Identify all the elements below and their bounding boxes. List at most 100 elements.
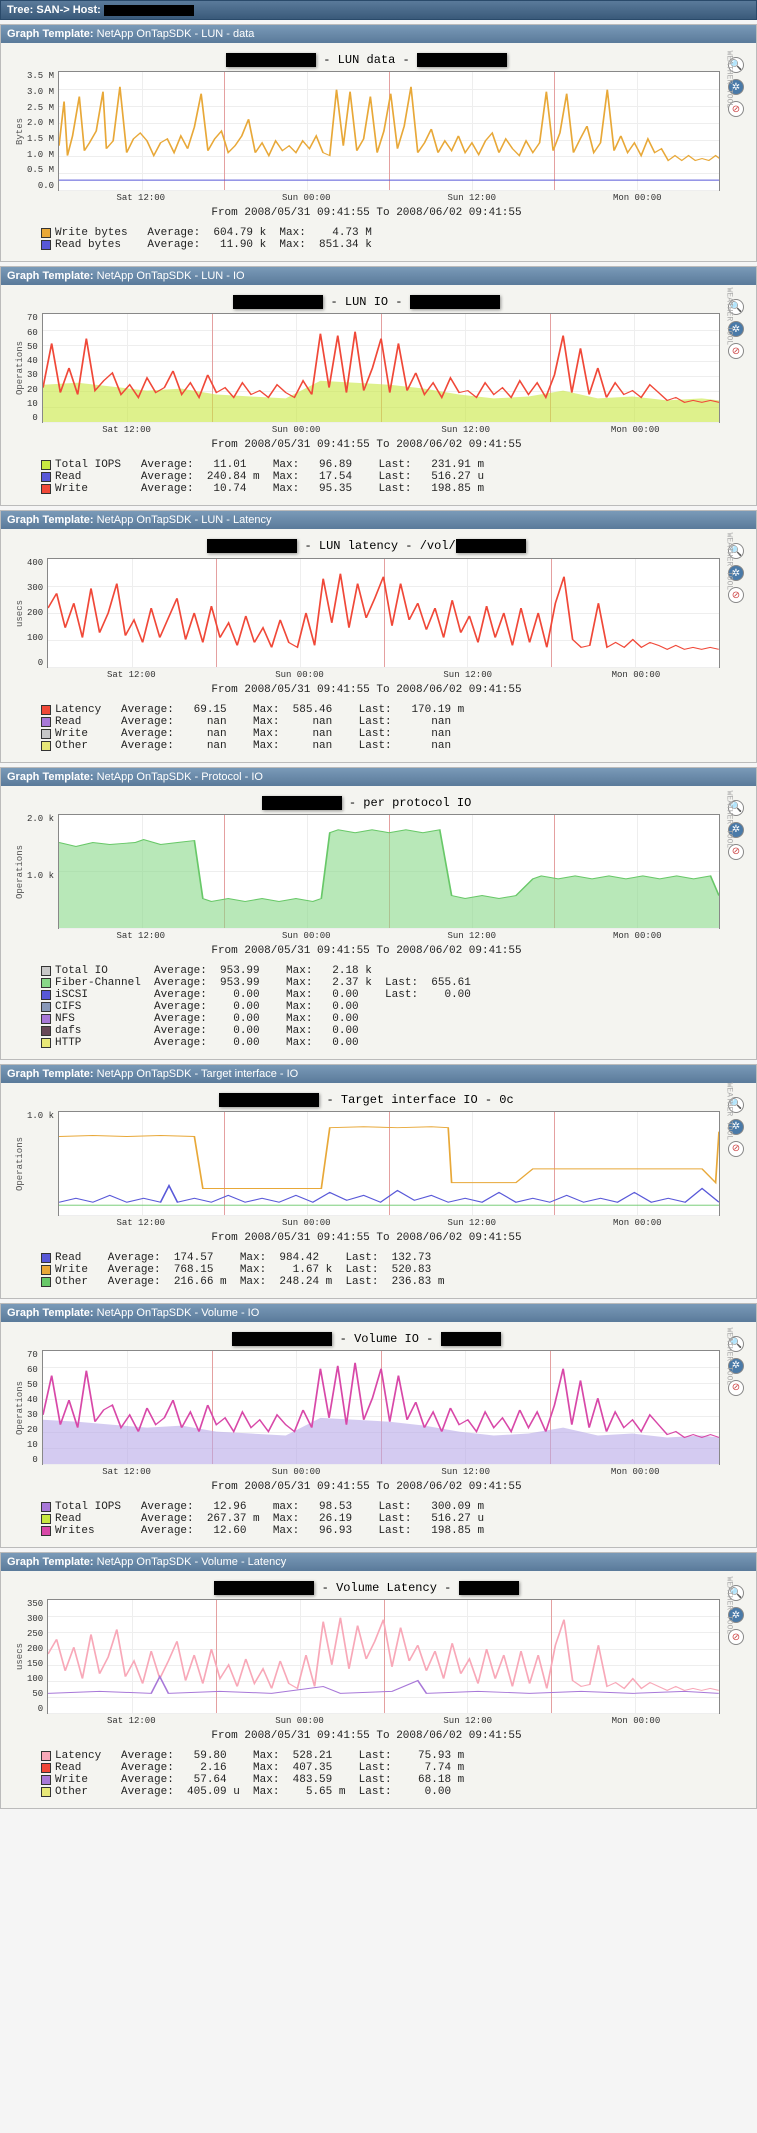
chart-plot (58, 814, 720, 929)
legend-row: Fiber-Channel Average: 953.99 Max: 2.37 … (41, 977, 720, 989)
time-range-label: From 2008/05/31 09:41:55 To 2008/06/02 0… (13, 945, 720, 957)
rrdtool-watermark: WEATHER TOOL (725, 1327, 734, 1385)
graph-panel: Graph Template: NetApp OnTapSDK - LUN - … (0, 510, 757, 762)
legend-swatch (41, 1026, 51, 1036)
legend-row: NFS Average: 0.00 Max: 0.00 (41, 1013, 720, 1025)
graph-body: - Target interface IO - 0cOperations1.0 … (1, 1083, 756, 1298)
legend-row: Write Average: nan Max: nan Last: nan (41, 728, 720, 740)
chart-plot (47, 558, 720, 668)
chart-plot (58, 71, 720, 191)
legend-swatch (41, 1502, 51, 1512)
graph-panel: Graph Template: NetApp OnTapSDK - Target… (0, 1064, 757, 1299)
legend-swatch (41, 1775, 51, 1785)
rrdtool-watermark: WEATHER TOOL (725, 1576, 734, 1634)
legend-text: Latency Average: 69.15 Max: 585.46 Last:… (55, 704, 464, 716)
legend-swatch (41, 729, 51, 739)
chart-title: - per protocol IO (13, 796, 720, 810)
legend-row: Read Average: 240.84 m Max: 17.54 Last: … (41, 471, 720, 483)
legend-row: dafs Average: 0.00 Max: 0.00 (41, 1025, 720, 1037)
x-axis-ticks: Sat 12:00Sun 00:00Sun 12:00Mon 00:00 (58, 1216, 720, 1228)
tree-path-host: Host: (73, 4, 101, 16)
legend-text: iSCSI Average: 0.00 Max: 0.00 Last: 0.00 (55, 989, 471, 1001)
legend-swatch (41, 1253, 51, 1263)
legend-row: Latency Average: 69.15 Max: 585.46 Last:… (41, 704, 720, 716)
legend-swatch (41, 741, 51, 751)
rrdtool-watermark: WEATHER TOOL (725, 791, 734, 849)
chart-legend: Latency Average: 69.15 Max: 585.46 Last:… (41, 704, 720, 752)
legend-text: Other Average: 405.09 u Max: 5.65 m Last… (55, 1786, 451, 1798)
legend-swatch (41, 1763, 51, 1773)
rrdtool-watermark: WEATHER TOOL (725, 1083, 734, 1141)
graph-body: - Volume IO - Operations706050403020100 W… (1, 1322, 756, 1547)
chart-title: - Volume IO - (13, 1332, 720, 1346)
chart-legend: Total IOPS Average: 12.96 max: 98.53 Las… (41, 1501, 720, 1537)
legend-row: Read bytes Average: 11.90 k Max: 851.34 … (41, 239, 720, 251)
legend-text: dafs Average: 0.00 Max: 0.00 (55, 1025, 359, 1037)
chart-plot (42, 313, 720, 423)
legend-row: Total IOPS Average: 12.96 max: 98.53 Las… (41, 1501, 720, 1513)
time-range-label: From 2008/05/31 09:41:55 To 2008/06/02 0… (13, 1232, 720, 1244)
stop-icon[interactable]: ⊘ (728, 1141, 744, 1157)
chart-title: - Volume Latency - (13, 1581, 720, 1595)
graph-body: - Volume Latency - usecs3503002502001501… (1, 1571, 756, 1808)
graph-template-header: Graph Template: NetApp OnTapSDK - LUN - … (1, 267, 756, 285)
legend-row: Write Average: 10.74 Max: 95.35 Last: 19… (41, 483, 720, 495)
legend-text: Read Average: 174.57 Max: 984.42 Last: 1… (55, 1252, 431, 1264)
legend-text: Writes Average: 12.60 Max: 96.93 Last: 1… (55, 1525, 484, 1537)
legend-swatch (41, 966, 51, 976)
legend-row: HTTP Average: 0.00 Max: 0.00 (41, 1037, 720, 1049)
y-axis-label: Bytes (13, 71, 27, 191)
chart-plot (42, 1350, 720, 1465)
legend-swatch (41, 1277, 51, 1287)
tree-path-san: SAN-> (36, 4, 69, 16)
legend-text: Other Average: nan Max: nan Last: nan (55, 740, 451, 752)
y-axis-ticks: 706050403020100 (27, 313, 42, 423)
legend-row: Writes Average: 12.60 Max: 96.93 Last: 1… (41, 1525, 720, 1537)
graph-panel: Graph Template: NetApp OnTapSDK - Protoc… (0, 767, 757, 1060)
x-axis-ticks: Sat 12:00Sun 00:00Sun 12:00Mon 00:00 (58, 929, 720, 941)
legend-text: Write bytes Average: 604.79 k Max: 4.73 … (55, 227, 372, 239)
graph-panel: Graph Template: NetApp OnTapSDK - LUN - … (0, 266, 757, 506)
legend-row: CIFS Average: 0.00 Max: 0.00 (41, 1001, 720, 1013)
y-axis-label: Operations (13, 1350, 27, 1465)
y-axis-ticks: 350300250200150100500 (27, 1599, 47, 1714)
legend-swatch (41, 705, 51, 715)
legend-swatch (41, 1265, 51, 1275)
legend-text: Read bytes Average: 11.90 k Max: 851.34 … (55, 239, 372, 251)
legend-row: Other Average: 216.66 m Max: 248.24 m La… (41, 1276, 720, 1288)
legend-swatch (41, 990, 51, 1000)
x-axis-ticks: Sat 12:00Sun 00:00Sun 12:00Mon 00:00 (42, 1465, 720, 1477)
graph-template-header: Graph Template: NetApp OnTapSDK - Target… (1, 1065, 756, 1083)
time-range-label: From 2008/05/31 09:41:55 To 2008/06/02 0… (13, 684, 720, 696)
legend-text: Total IO Average: 953.99 Max: 2.18 k (55, 965, 372, 977)
legend-swatch (41, 1787, 51, 1797)
legend-row: Latency Average: 59.80 Max: 528.21 Last:… (41, 1750, 720, 1762)
legend-swatch (41, 717, 51, 727)
legend-text: Write Average: 10.74 Max: 95.35 Last: 19… (55, 483, 484, 495)
y-axis-label: Operations (13, 313, 27, 423)
legend-text: HTTP Average: 0.00 Max: 0.00 (55, 1037, 359, 1049)
rrdtool-watermark: WEATHER TOOL (725, 532, 734, 590)
legend-row: Write bytes Average: 604.79 k Max: 4.73 … (41, 227, 720, 239)
y-axis-ticks: 706050403020100 (27, 1350, 42, 1465)
legend-text: Write Average: nan Max: nan Last: nan (55, 728, 451, 740)
x-axis-ticks: Sat 12:00Sun 00:00Sun 12:00Mon 00:00 (47, 668, 720, 680)
graph-body: - LUN latency - /vol/usecs4003002001000W… (1, 529, 756, 761)
legend-swatch (41, 978, 51, 988)
rrdtool-watermark: WEATHER TOOL (725, 288, 734, 346)
legend-text: Total IOPS Average: 12.96 max: 98.53 Las… (55, 1501, 484, 1513)
rrdtool-watermark: WEATHER TOOL (725, 51, 734, 109)
legend-swatch (41, 1526, 51, 1536)
graph-template-header: Graph Template: NetApp OnTapSDK - Protoc… (1, 768, 756, 786)
chart-legend: Total IOPS Average: 11.01 Max: 96.89 Las… (41, 459, 720, 495)
legend-swatch (41, 240, 51, 250)
chart-legend: Write bytes Average: 604.79 k Max: 4.73 … (41, 227, 720, 251)
x-axis-ticks: Sat 12:00Sun 00:00Sun 12:00Mon 00:00 (47, 1714, 720, 1726)
chart-plot (47, 1599, 720, 1714)
graph-template-header: Graph Template: NetApp OnTapSDK - Volume… (1, 1304, 756, 1322)
chart-title: - LUN data - (13, 53, 720, 67)
graph-panel: Graph Template: NetApp OnTapSDK - Volume… (0, 1552, 757, 1809)
legend-row: Write Average: 57.64 Max: 483.59 Last: 6… (41, 1774, 720, 1786)
legend-text: NFS Average: 0.00 Max: 0.00 (55, 1013, 359, 1025)
y-axis-ticks: 2.0 k1.0 k (27, 814, 58, 929)
